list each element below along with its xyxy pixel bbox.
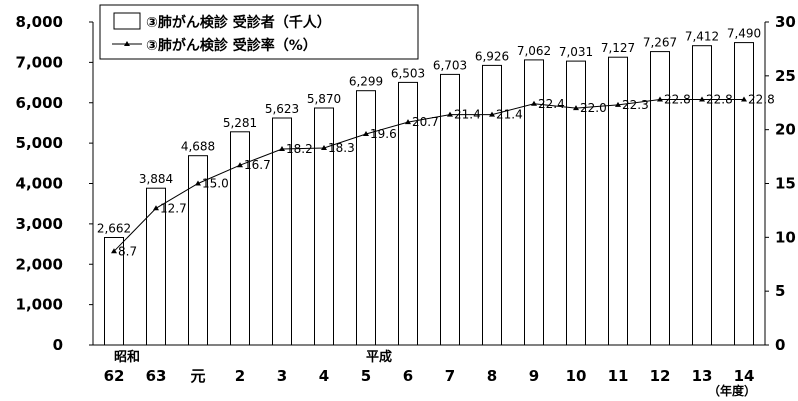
- x-tick-label: 8: [487, 367, 497, 385]
- y-left-tick-label: 0: [53, 336, 63, 354]
- bar-value-label: 6,299: [349, 75, 383, 89]
- era-label: 昭和: [114, 349, 140, 365]
- bar-value-label: 4,688: [181, 140, 215, 154]
- rate-value-label: 22.3: [622, 98, 649, 112]
- x-tick-label: 11: [608, 367, 629, 385]
- x-tick-label: 5: [361, 367, 371, 385]
- rate-value-label: 22.4: [538, 97, 565, 111]
- legend: ③肺がん検診 受診者（千人） ③肺がん検診 受診率（%）: [99, 4, 419, 60]
- legend-bar-swatch: [113, 12, 141, 30]
- rate-point: [573, 105, 579, 111]
- rate-point: [531, 100, 537, 106]
- rate-point: [489, 111, 495, 117]
- rate-point: [405, 119, 411, 125]
- bar-value-label: 6,503: [391, 66, 425, 80]
- rate-value-label: 21.4: [496, 108, 523, 122]
- rate-value-label: 22.0: [580, 101, 607, 115]
- bar-value-label: 3,884: [139, 172, 173, 186]
- rate-point: [657, 96, 663, 102]
- legend-line-label: ③肺がん検診 受診率（%）: [146, 37, 317, 54]
- rate-point: [237, 162, 243, 168]
- x-tick-label: 13: [692, 367, 713, 385]
- bar-value-label: 7,490: [727, 27, 761, 41]
- bar-value-label: 5,281: [223, 116, 257, 130]
- x-tick-label: 9: [529, 367, 539, 385]
- bar-value-label: 7,412: [685, 30, 719, 44]
- bar-value-label: 7,062: [517, 44, 551, 58]
- x-tick-label: 62: [104, 367, 125, 385]
- rate-point: [321, 145, 327, 150]
- legend-bar-label: ③肺がん検診 受診者（千人）: [146, 14, 331, 31]
- bars-layer: [104, 42, 754, 346]
- rate-line: [113, 99, 744, 252]
- x-tick-label: 6: [403, 367, 413, 385]
- x-tick-label: 7: [445, 367, 455, 385]
- x-tick-label: 3: [277, 367, 287, 385]
- rate-point: [153, 205, 159, 211]
- axes-layer: 0 1,000 2,000 3,000 4,000 5,000 6,000 7,000 8,00…: [16, 13, 796, 385]
- x-tick-label: 2: [235, 367, 245, 385]
- rate-value-label: 22.8: [664, 93, 691, 107]
- rate-point: [615, 101, 621, 107]
- y-right-tick-label: 25: [775, 67, 796, 85]
- bar: [734, 42, 754, 346]
- y-left-tick-label: 2,000: [16, 255, 63, 273]
- y-right-tick-label: 15: [775, 175, 796, 193]
- bar-value-label: 6,703: [433, 58, 467, 72]
- rate-value-label: 18.2: [286, 142, 313, 156]
- bar-value-label: 7,031: [559, 45, 593, 59]
- x-tick-label: 4: [319, 367, 329, 385]
- rate-value-label: 20.7: [412, 115, 439, 129]
- labels-layer: 2,662 3,884 4,688 5,281 5,623 5,870 6,299 6,503…: [97, 27, 775, 259]
- y-right-tick-label: 30: [775, 13, 796, 31]
- rate-value-label: 18.3: [328, 141, 355, 155]
- legend-box: [99, 4, 419, 60]
- y-left-tick-label: 5,000: [16, 134, 63, 152]
- y-right-tick-label: 20: [775, 121, 796, 139]
- rate-value-label: 19.6: [370, 127, 397, 141]
- bar-value-label: 5,870: [307, 92, 341, 106]
- bar-value-label: 5,623: [265, 102, 299, 116]
- rate-point: [699, 96, 705, 102]
- y-left-tick-label: 8,000: [16, 13, 63, 31]
- y-right-tick-label: 10: [775, 228, 796, 246]
- x-tick-label: 14: [734, 367, 755, 385]
- bar-value-label: 7,127: [601, 41, 635, 55]
- rate-value-label: 16.7: [244, 158, 271, 172]
- rate-value-label: 22.8: [706, 93, 733, 107]
- rate-value-label: 22.8: [748, 93, 775, 107]
- bar-value-label: 6,926: [475, 49, 509, 63]
- rate-point: [447, 111, 453, 117]
- rate-point: [741, 96, 747, 102]
- y-right-tick-label: 0: [775, 336, 785, 354]
- x-tick-label: 元: [190, 367, 205, 385]
- y-left-tick-label: 6,000: [16, 94, 63, 112]
- x-tick-label: 63: [146, 367, 167, 385]
- era-label: 平成: [366, 349, 392, 365]
- rate-point: [111, 248, 117, 254]
- rate-value-label: 15.0: [202, 177, 229, 191]
- y-right-tick-label: 5: [775, 282, 785, 300]
- bar-value-label: 2,662: [97, 222, 131, 236]
- y-left-tick-label: 4,000: [16, 175, 63, 193]
- bar: [692, 45, 712, 346]
- rate-value-label: 21.4: [454, 108, 481, 122]
- x-unit-label: （年度）: [708, 383, 756, 398]
- rate-point: [279, 146, 285, 151]
- y-left-tick-label: 7,000: [16, 53, 63, 71]
- legend-line-marker: [124, 41, 130, 46]
- rate-point: [363, 131, 369, 136]
- x-tick-label: 10: [566, 367, 587, 385]
- y-left-tick-label: 1,000: [16, 296, 63, 314]
- rate-value-label: 8.7: [118, 244, 137, 258]
- y-left-tick-label: 3,000: [16, 215, 63, 233]
- line-layer: [111, 96, 747, 254]
- rate-value-label: 12.7: [160, 201, 187, 215]
- x-tick-label: 12: [650, 367, 671, 385]
- rate-point: [195, 180, 201, 186]
- bar-value-label: 7,267: [643, 36, 677, 50]
